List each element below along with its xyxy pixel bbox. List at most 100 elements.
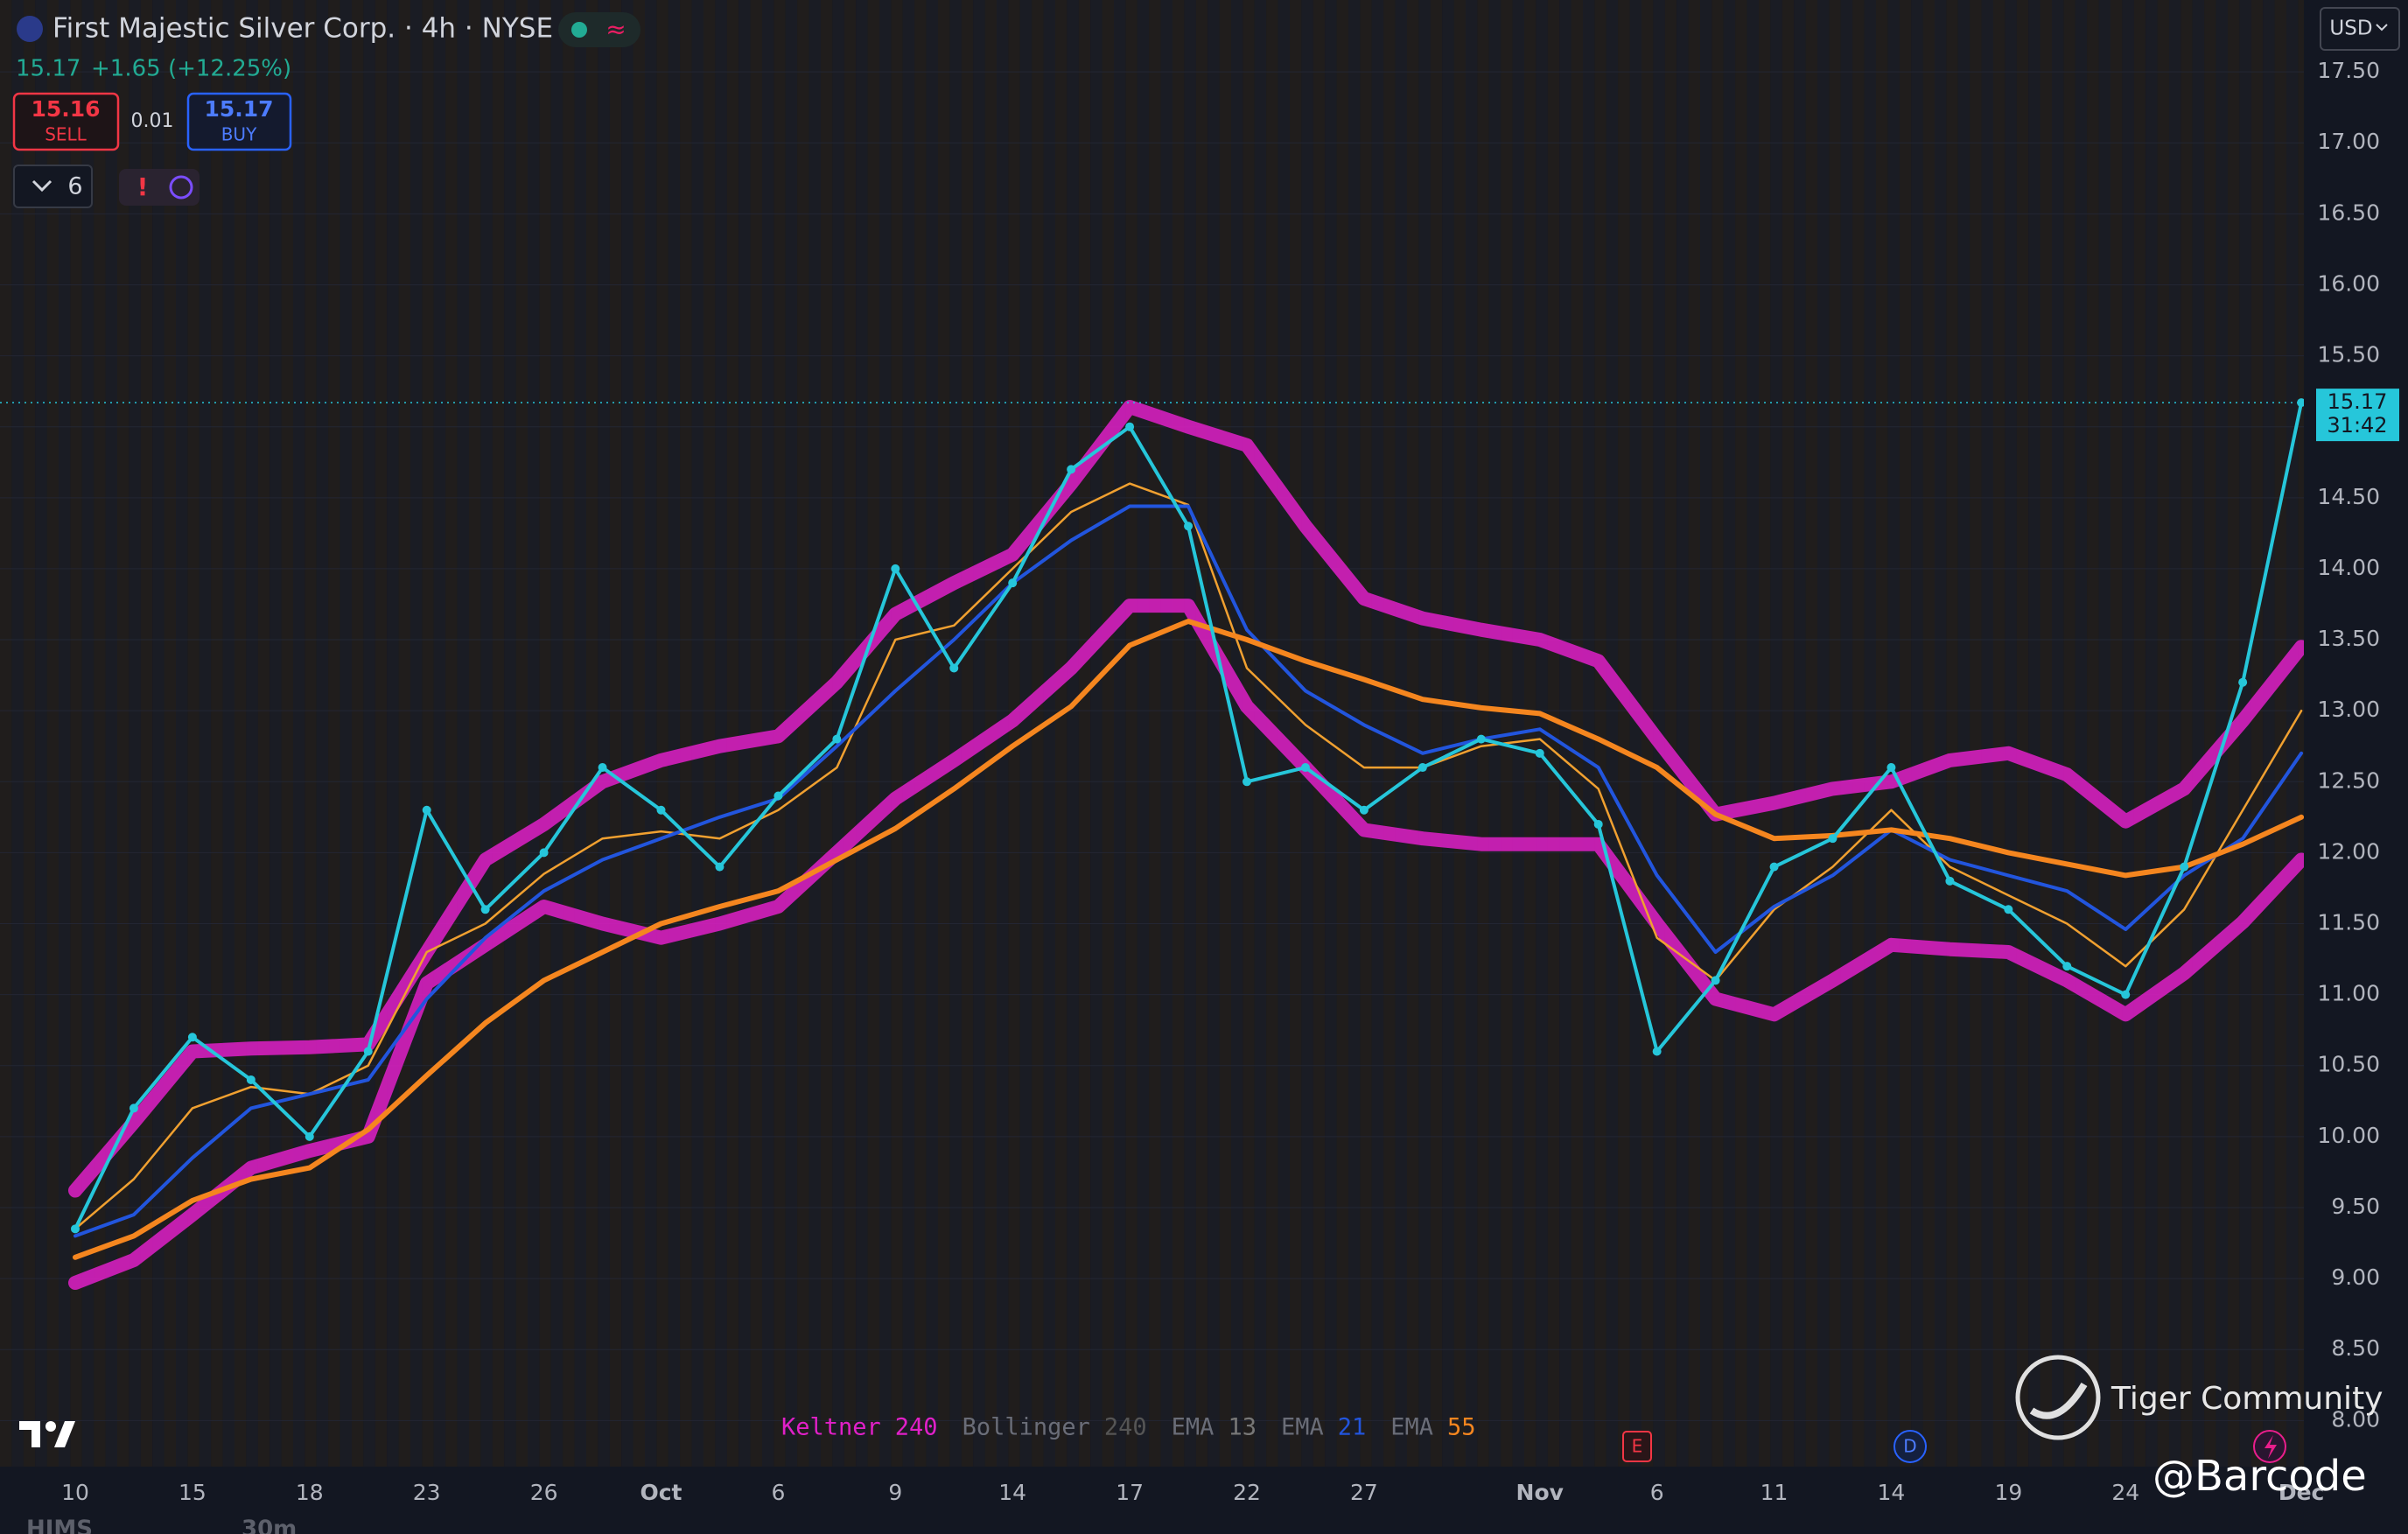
price-point xyxy=(71,1224,80,1234)
bar-stripe xyxy=(2263,0,2275,1467)
price-point xyxy=(1945,876,1955,886)
bar-stripe xyxy=(808,0,821,1467)
earnings-marker[interactable] xyxy=(1622,1431,1652,1462)
bar-stripe xyxy=(316,0,329,1467)
sell-price: 15.16 xyxy=(31,96,100,122)
bar-stripe xyxy=(1829,0,1841,1467)
bar-stripe xyxy=(856,0,868,1467)
bar-stripe xyxy=(1957,0,1970,1467)
bar-stripe xyxy=(1840,0,1853,1467)
price-point xyxy=(1711,976,1720,985)
x-tick-label: Oct xyxy=(640,1480,682,1505)
bar-stripe xyxy=(1559,0,1572,1467)
bar-stripe xyxy=(1032,0,1044,1467)
bar-stripe xyxy=(1325,0,1337,1467)
legend: Keltner 240 Bollinger 240 EMA 13 EMA 21 EMA 55 xyxy=(781,1414,1476,1441)
bar-stripe xyxy=(410,0,423,1467)
bar-stripe xyxy=(1477,0,1489,1467)
bar-stripe xyxy=(586,0,598,1467)
dividend-marker[interactable] xyxy=(1894,1430,1927,1463)
logo-part xyxy=(54,1421,75,1447)
bar-stripe xyxy=(867,0,879,1467)
bar-stripe xyxy=(105,0,117,1467)
bar-stripe xyxy=(2133,0,2146,1467)
chevron-icon xyxy=(2376,24,2388,32)
bar-stripe xyxy=(1782,0,1795,1467)
bar-stripe xyxy=(1606,0,1619,1467)
bar-stripe xyxy=(257,0,270,1467)
bar-stripe xyxy=(1876,0,1888,1467)
bar-stripe xyxy=(1571,0,1583,1467)
alert-pill[interactable] xyxy=(119,169,200,206)
price-point xyxy=(1067,465,1076,474)
spread: 0.01 xyxy=(131,110,174,132)
bar-stripe xyxy=(117,0,130,1467)
x-tick-label: 14 xyxy=(1878,1480,1906,1505)
bar-stripe xyxy=(270,0,282,1467)
status-icon: ≈ xyxy=(606,15,626,44)
bottom-interval: 30m xyxy=(242,1516,297,1534)
bar-stripe xyxy=(1664,0,1677,1467)
bar-stripe xyxy=(1301,0,1313,1467)
price-point xyxy=(2062,962,2072,971)
bar-stripe xyxy=(422,0,434,1467)
lightning-icon xyxy=(2264,1435,2277,1459)
x-tick-label: 23 xyxy=(413,1480,441,1505)
bar-stripe xyxy=(1453,0,1466,1467)
price-point xyxy=(598,763,607,773)
bar-stripe xyxy=(1254,0,1267,1467)
x-tick-label: Nov xyxy=(1516,1480,1564,1505)
y-tick-label: 15.50 xyxy=(2317,342,2380,368)
last-price-label: 15.17 xyxy=(2328,389,2388,414)
price-point xyxy=(129,1103,138,1113)
y-tick-label: 9.00 xyxy=(2331,1264,2380,1290)
time-axis xyxy=(0,1467,2408,1534)
y-tick-label: 17.00 xyxy=(2317,129,2380,154)
handle: @Barcode xyxy=(2152,1452,2367,1501)
price-point xyxy=(1359,805,1368,815)
bar-stripe xyxy=(164,0,176,1467)
logo-part xyxy=(46,1421,56,1432)
bar-stripe xyxy=(2040,0,2052,1467)
bar-stripe xyxy=(1536,0,1548,1467)
bar-stripe xyxy=(2180,0,2193,1467)
currency-button[interactable] xyxy=(2320,7,2400,51)
price-point xyxy=(715,862,724,872)
bar-stripe xyxy=(304,0,317,1467)
bar-stripe xyxy=(691,0,704,1467)
bar-stripe xyxy=(1735,0,1747,1467)
indicators-toggle[interactable] xyxy=(13,165,93,208)
bar-stripe xyxy=(1360,0,1372,1467)
bar-stripe xyxy=(1805,0,1817,1467)
bar-stripe xyxy=(480,0,493,1467)
bar-stripe xyxy=(2192,0,2205,1467)
bar-stripe xyxy=(70,0,82,1467)
bar-stripe xyxy=(1208,0,1220,1467)
bar-stripe xyxy=(821,0,833,1467)
price-point xyxy=(480,905,490,914)
bar-stripe xyxy=(1219,0,1231,1467)
bar-stripe xyxy=(176,0,188,1467)
bar-stripe xyxy=(1488,0,1502,1467)
bar-stripe xyxy=(656,0,668,1467)
bar-stripe xyxy=(1336,0,1348,1467)
bar-stripe xyxy=(2239,0,2251,1467)
buy-button[interactable] xyxy=(186,92,292,151)
x-tick-label: 19 xyxy=(1994,1480,2022,1505)
bar-stripe xyxy=(1594,0,1606,1467)
price-point xyxy=(2180,862,2189,872)
bar-stripe xyxy=(715,0,727,1467)
bar-stripe xyxy=(281,0,293,1467)
bar-stripe xyxy=(1524,0,1536,1467)
bar-stripe xyxy=(2286,0,2299,1467)
bar-stripe xyxy=(363,0,375,1467)
bar-stripe xyxy=(1395,0,1407,1467)
sell-button[interactable] xyxy=(12,92,120,151)
bar-stripe xyxy=(1688,0,1700,1467)
status-pill[interactable] xyxy=(558,12,640,47)
price-point xyxy=(1476,734,1486,744)
keltner-lower xyxy=(68,599,2309,1290)
bar-stripe xyxy=(129,0,141,1467)
y-tick-label: 8.50 xyxy=(2331,1335,2380,1361)
price-point xyxy=(1886,763,1896,773)
